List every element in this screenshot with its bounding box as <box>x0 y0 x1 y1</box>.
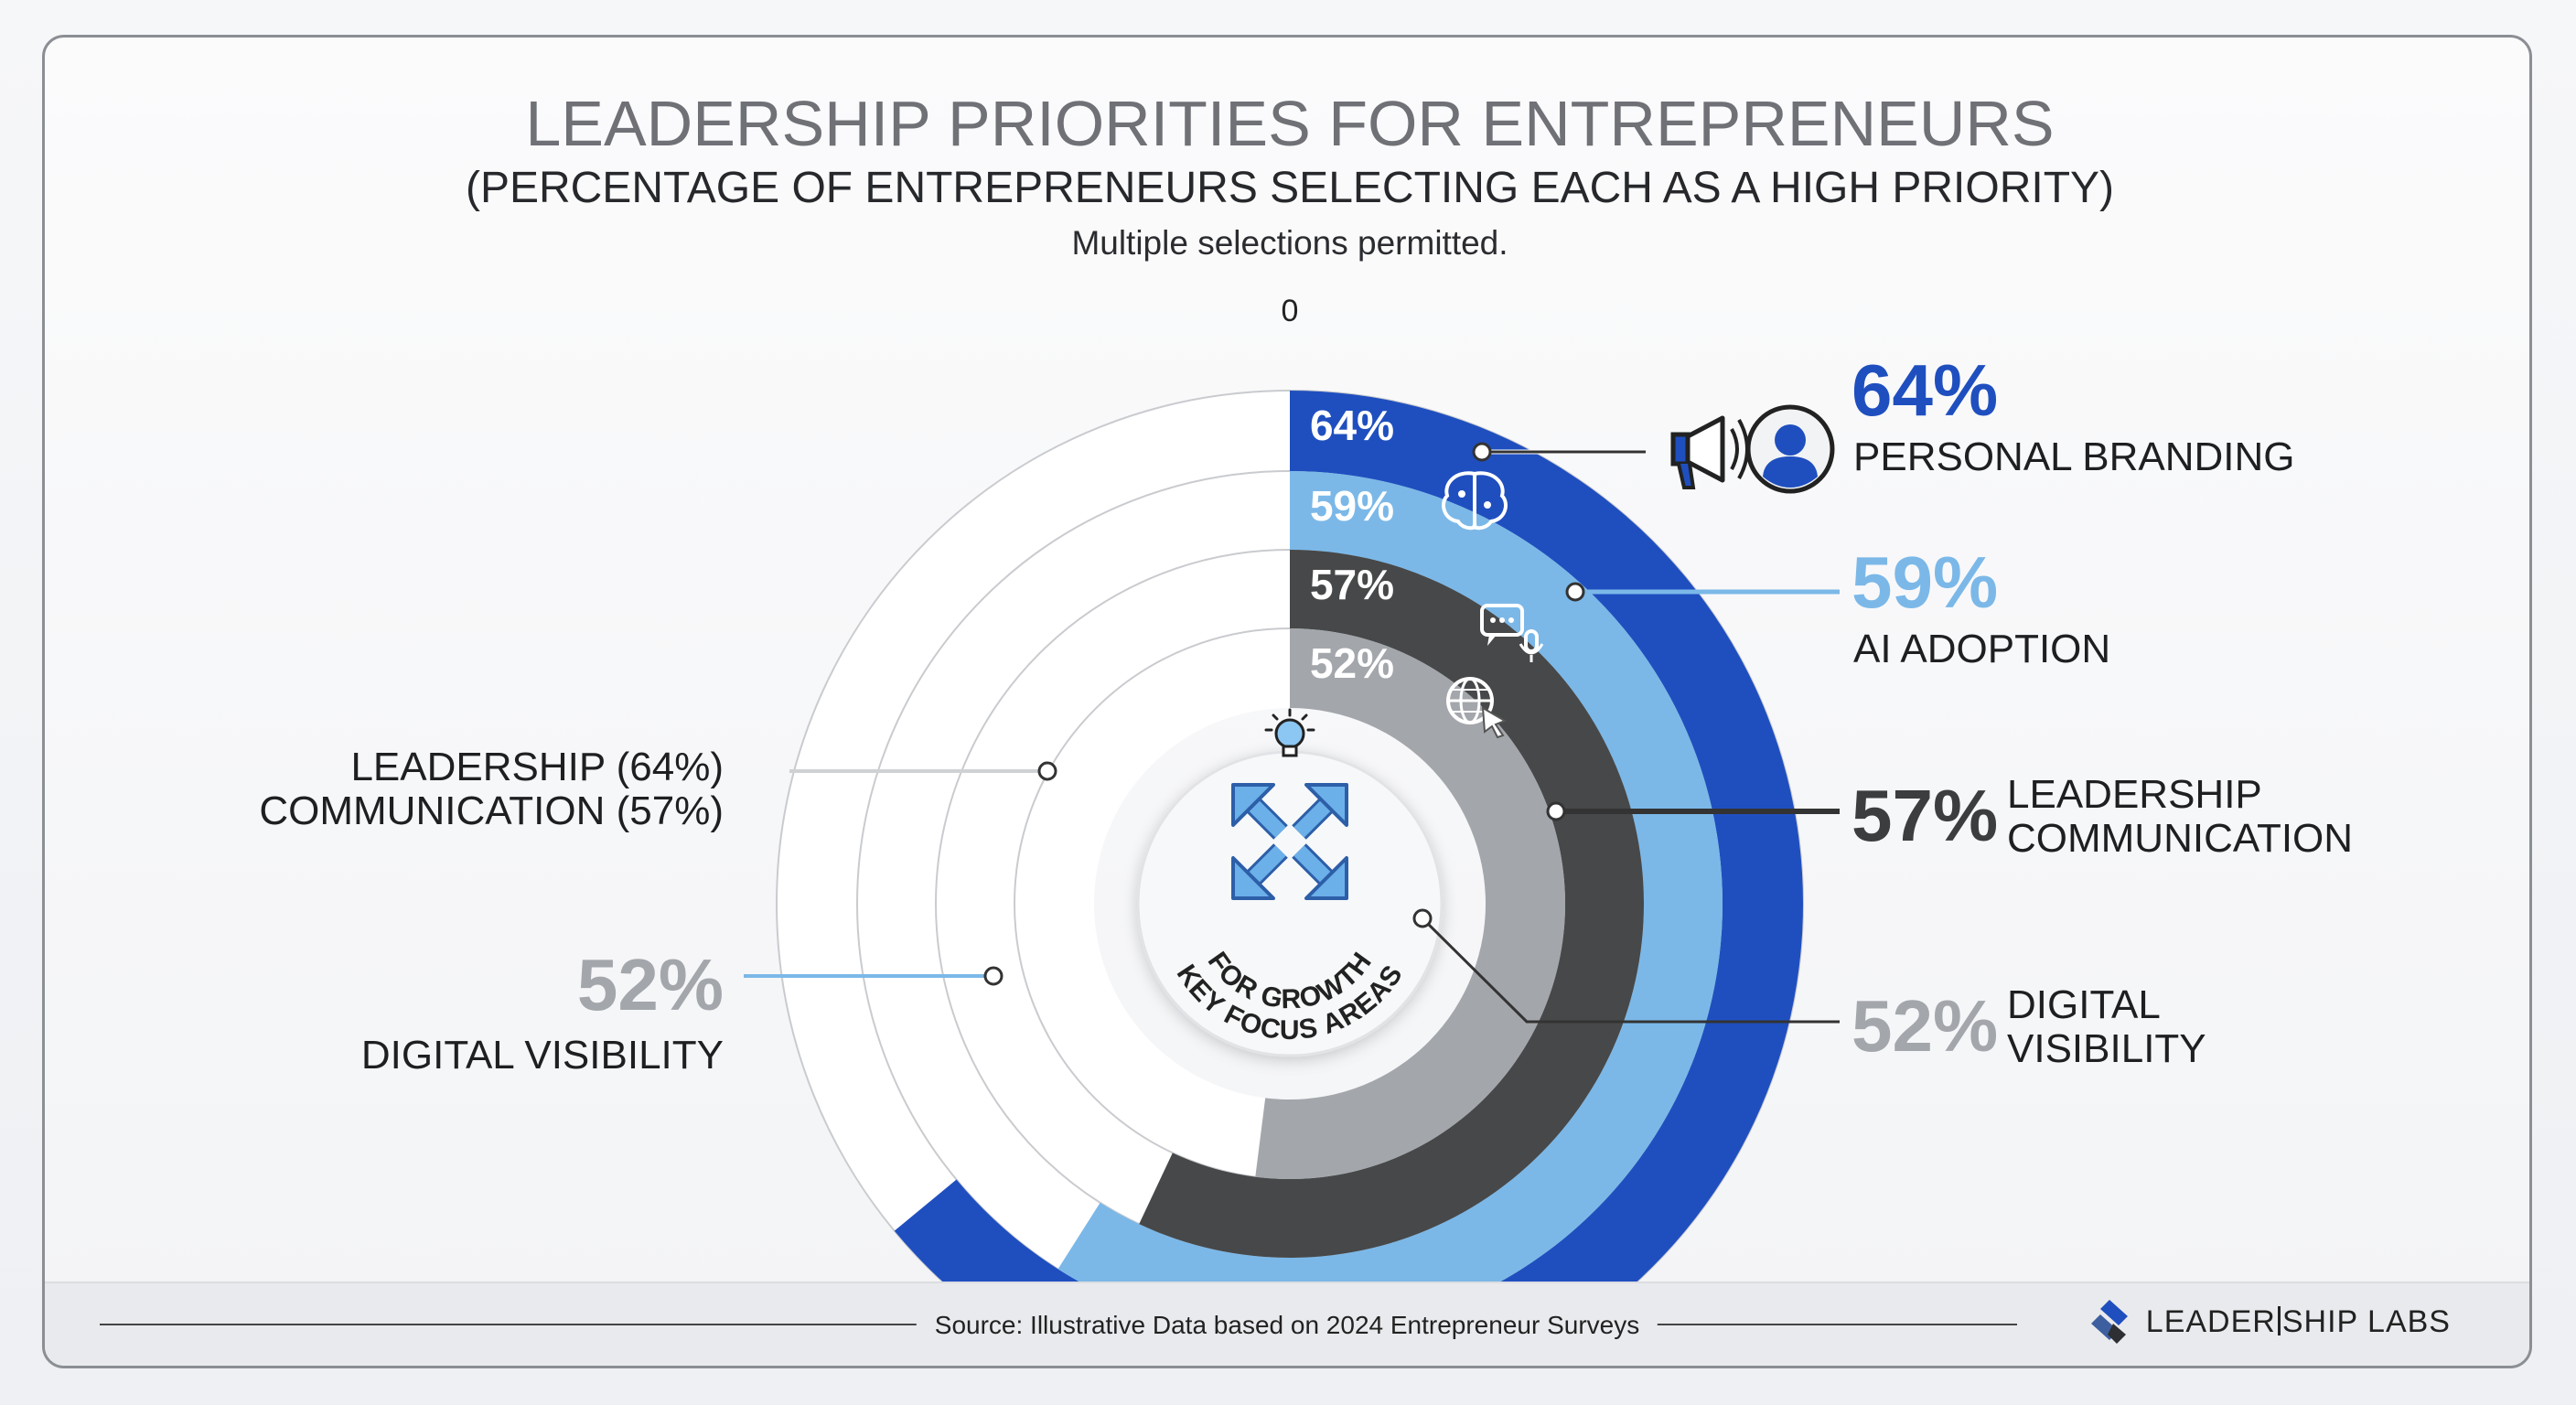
callout-value-digital-visibility: 52% <box>1852 985 1998 1067</box>
connector-digital-visibility <box>1421 917 1840 1024</box>
radial-bar-chart: LEADERSHIP PRIORITIES FOR ENTREPRENEURS (… <box>259 88 2353 1366</box>
ring-label-personal-branding: 64% <box>1310 402 1394 449</box>
chat-microphone-icon <box>1480 604 1544 662</box>
callout-label-digital-visibility-line-2: VISIBILITY <box>2007 1026 2206 1071</box>
chart-subtitle: (PERCENTAGE OF ENTREPRENEURS SELECTING E… <box>466 164 2114 212</box>
globe-cursor-icon <box>1446 677 1508 739</box>
user-avatar-icon <box>1745 404 1835 494</box>
left-callout-value-digital-visibility: 52% <box>577 944 724 1025</box>
connector-dot-ai-adoption <box>1565 582 1585 602</box>
arc-personal-branding <box>894 391 1804 1366</box>
arc-leadership-communication <box>1139 550 1644 1258</box>
ring-label-digital-visibility: 52% <box>1310 639 1394 687</box>
connector-dot-left-digital-visibility <box>983 966 1004 986</box>
brand-name-left: LEADER <box>2145 1303 2276 1339</box>
brand-name-right: SHIP LABS <box>2281 1303 2451 1339</box>
connector-dot-leadership-communication <box>1546 801 1566 821</box>
megaphone-icon <box>1670 415 1749 489</box>
brand-logo: LEADER SHIP LABS <box>2086 1298 2451 1346</box>
axis-zero-label: 0 <box>1282 294 1299 328</box>
callout-value-personal-branding: 64% <box>1852 349 1998 431</box>
callout-label-personal-branding: PERSONAL BRANDING <box>1853 434 2294 479</box>
brand-name: LEADER SHIP LABS <box>2146 1304 2451 1340</box>
ring-label-leadership-communication: 57% <box>1310 561 1394 608</box>
footer-band: Source: Illustrative Data based on 2024 … <box>45 1282 2529 1366</box>
expand-arrows-icon <box>1231 783 1348 900</box>
brand-mark-icon <box>2090 1300 2128 1344</box>
connector-dot-digital-visibility <box>1412 908 1433 928</box>
connector-dot-personal-branding <box>1472 442 1492 462</box>
chart-title: LEADERSHIP PRIORITIES FOR ENTREPRENEURS <box>525 88 2054 159</box>
callout-label-leadership-communication-line-2: COMMUNICATION <box>2007 816 2353 861</box>
brain-circuit-icon <box>1442 471 1508 531</box>
callout-value-leadership-communication: 57% <box>1852 775 1998 856</box>
ring-label-ai-adoption: 59% <box>1310 482 1394 530</box>
callout-label-leadership-communication-line-1: LEADERSHIP <box>2007 772 2262 817</box>
left-callout-label-digital-visibility: DIGITAL VISIBILITY <box>361 1033 724 1078</box>
infographic-card: LEADERSHIP PRIORITIES FOR ENTREPRENEURS (… <box>42 35 2532 1368</box>
left-callout-line-2: COMMUNICATION (57%) <box>259 788 724 833</box>
arc-ai-adoption <box>1057 471 1723 1336</box>
chart-note: Multiple selections permitted. <box>1071 224 1508 262</box>
arc-digital-visibility <box>1255 628 1566 1180</box>
callout-label-digital-visibility-line-1: DIGITAL <box>2007 982 2161 1027</box>
lightbulb-icon <box>1264 708 1315 757</box>
callout-label-ai-adoption: AI ADOPTION <box>1853 627 2110 671</box>
left-callout-line-1: LEADERSHIP (64%) <box>350 745 724 789</box>
connector-dot-left-leadership <box>1037 761 1057 781</box>
callout-value-ai-adoption: 59% <box>1852 542 1998 623</box>
source-note: Source: Illustrative Data based on 2024 … <box>916 1311 1658 1340</box>
